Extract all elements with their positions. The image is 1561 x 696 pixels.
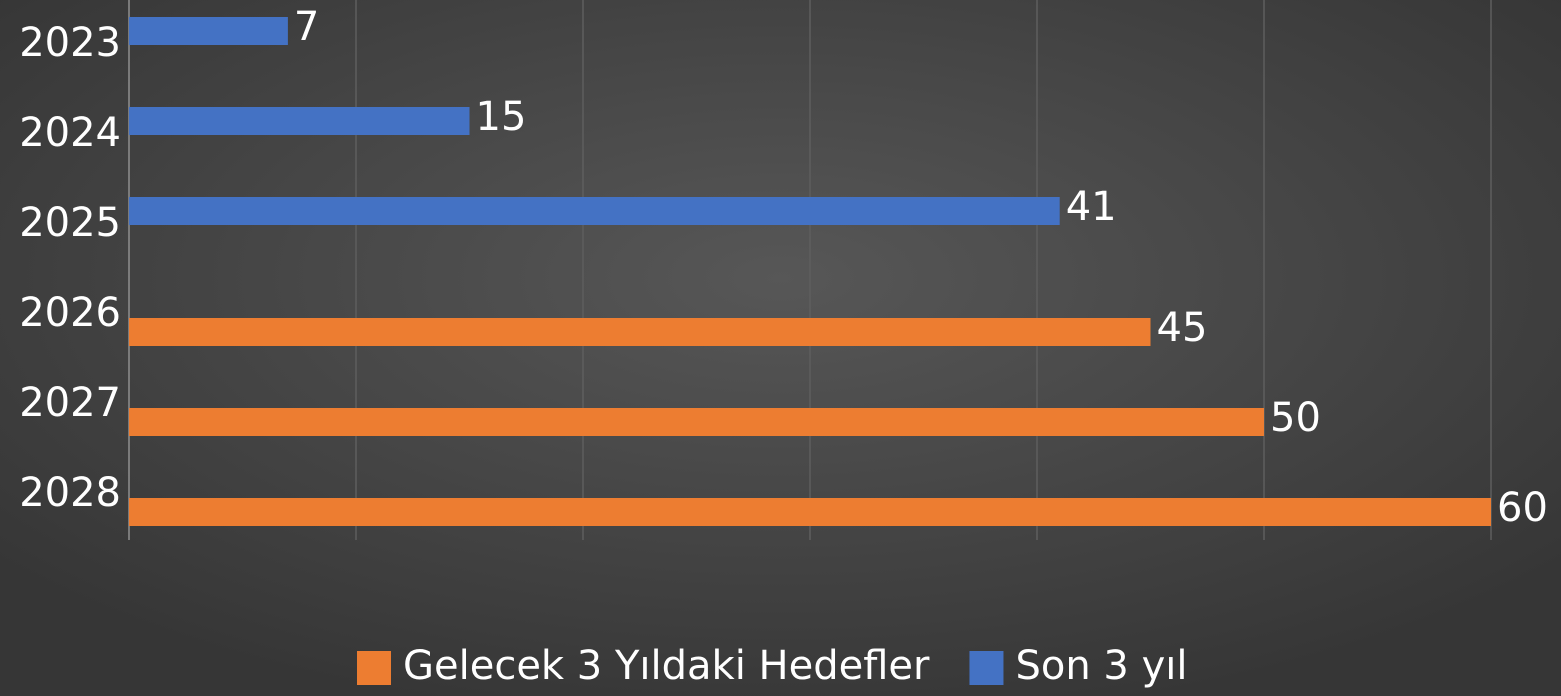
y-tick-label: 2024 (19, 110, 121, 156)
y-tick-label: 2023 (19, 20, 121, 66)
data-label: 7 (294, 4, 319, 50)
data-label: 15 (476, 94, 527, 140)
data-label: 50 (1270, 395, 1321, 441)
y-tick-label: 2027 (19, 380, 121, 426)
bar (129, 318, 1151, 346)
bar (129, 408, 1264, 436)
legend-label: Gelecek 3 Yıldaki Hedefler (403, 643, 930, 689)
data-label: 45 (1157, 305, 1208, 351)
bar (129, 17, 288, 45)
data-label: 60 (1497, 485, 1548, 531)
legend-swatch (357, 651, 391, 685)
y-tick-label: 2025 (19, 200, 121, 246)
bar (129, 197, 1060, 225)
y-tick-label: 2028 (19, 470, 121, 516)
bar (129, 107, 470, 135)
legend-label: Son 3 yıl (1015, 643, 1187, 689)
data-label: 41 (1066, 184, 1117, 230)
y-tick-label: 2026 (19, 290, 121, 336)
legend-swatch (969, 651, 1004, 685)
bar (129, 498, 1491, 526)
